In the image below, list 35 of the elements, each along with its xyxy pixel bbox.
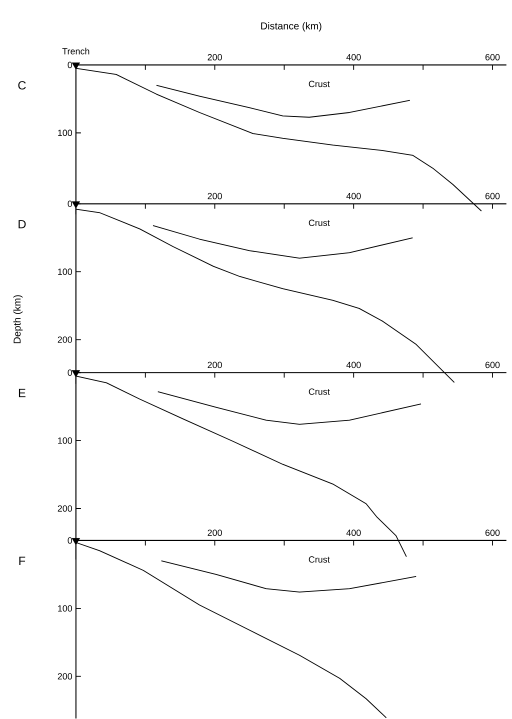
x-tick-label: 600: [485, 192, 500, 200]
x-tick-label: 600: [485, 362, 500, 368]
text: D: [18, 220, 26, 228]
y-tick-label: 200: [58, 336, 72, 343]
y-tick-label: 0: [68, 537, 72, 544]
line-series: [152, 225, 413, 259]
x-tick-label: 200: [208, 530, 222, 536]
x-axis-title: Distance (km): [260, 22, 322, 32]
y-tick-label: 0: [68, 200, 72, 207]
y-tick-label: 100: [58, 268, 72, 275]
y-tick-label: 0: [68, 62, 72, 68]
annotation: Crust: [308, 80, 330, 88]
y-tick-label: 200: [58, 505, 72, 512]
text: C: [18, 81, 26, 90]
x-tick-label: 200: [208, 54, 222, 60]
annotation: Crust: [308, 556, 330, 563]
x-tick-label: 400: [346, 192, 361, 200]
x-tick-label: 400: [346, 362, 361, 368]
y-tick-label: 200: [58, 673, 72, 680]
x-tick-label: 600: [485, 54, 500, 60]
text: Trench: [62, 48, 89, 54]
y-tick-label: 100: [58, 130, 72, 136]
y-axis-title: Depth (km): [13, 295, 22, 344]
y-tick-label: 0: [68, 369, 72, 376]
x-tick-label: 400: [346, 530, 361, 536]
x-tick-label: 600: [485, 530, 500, 536]
y-tick-label: 100: [58, 605, 72, 612]
y-tick-label: 100: [58, 437, 72, 444]
annotation: Crust: [308, 220, 330, 226]
annotation: Crust: [308, 388, 330, 395]
x-tick-label: 200: [208, 192, 222, 200]
text: E: [18, 388, 26, 398]
text: F: [19, 556, 25, 565]
x-tick-label: 200: [208, 362, 222, 368]
x-tick-label: 400: [346, 54, 361, 60]
